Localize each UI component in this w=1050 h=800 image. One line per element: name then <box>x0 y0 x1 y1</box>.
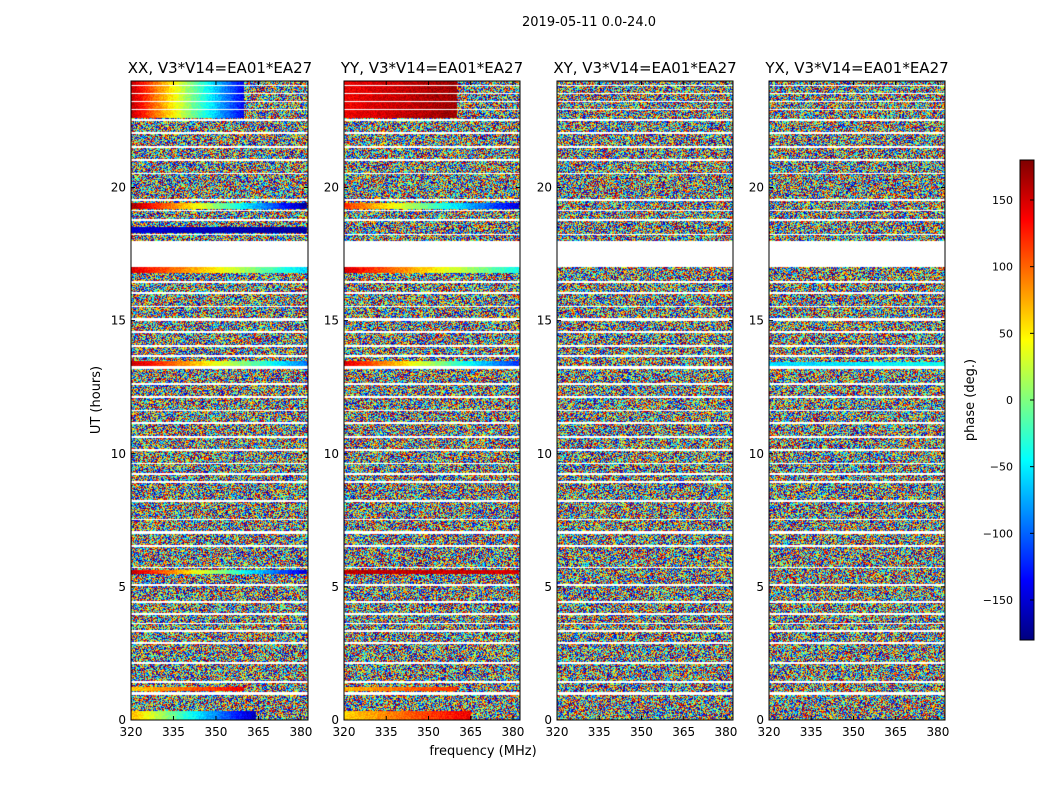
y-tick-label: 10 <box>111 447 126 461</box>
y-tick-label: 15 <box>111 314 126 328</box>
y-tick-label: 15 <box>537 314 552 328</box>
y-tick-label: 15 <box>749 314 764 328</box>
y-tick-label: 20 <box>111 181 126 195</box>
colorbar-tick-label: 100 <box>992 261 1013 274</box>
y-tick-label: 15 <box>324 314 339 328</box>
x-tick-label: 365 <box>459 725 482 739</box>
x-tick-label: 380 <box>715 725 738 739</box>
panel-yy: YY, V3*V14=EA01*EA27 320 335 350 365 380 0 5 1… <box>324 59 525 739</box>
y-tick-label: 0 <box>118 713 126 727</box>
x-tick-label: 350 <box>417 725 440 739</box>
y-ticks: 0 5 10 15 20 <box>537 181 733 727</box>
y-ticks: 0 5 10 15 20 <box>749 181 945 727</box>
y-tick-label: 5 <box>756 580 764 594</box>
y-tick-label: 5 <box>331 580 339 594</box>
colorbar-tick-label: 0 <box>1006 394 1013 407</box>
x-tick-label: 365 <box>884 725 907 739</box>
colorbar-tick-label: −150 <box>983 594 1013 607</box>
panel-yx: YX, V3*V14=EA01*EA27 320 335 350 365 380 0 5 1… <box>749 59 950 739</box>
panel-title: YY, V3*V14=EA01*EA27 <box>340 59 523 77</box>
x-ticks: 320 335 350 365 380 <box>120 81 312 739</box>
x-tick-label: 350 <box>205 725 228 739</box>
x-tick-label: 380 <box>927 725 950 739</box>
colorbar: 150 100 50 0 −50 −100 −150 phase (deg.) <box>963 159 1035 641</box>
y-ticks: 0 5 10 15 20 <box>324 181 520 727</box>
phase-image <box>769 81 945 720</box>
panel-xx: XX, V3*V14=EA01*EA27 320 335 350 365 380 0 5 1… <box>111 59 313 739</box>
y-axis-label: UT (hours) <box>89 366 104 434</box>
y-tick-label: 20 <box>537 181 552 195</box>
y-tick-label: 20 <box>749 181 764 195</box>
plot-frame <box>130 80 309 721</box>
x-tick-label: 320 <box>546 725 569 739</box>
colorbar-tick-label: −100 <box>983 527 1013 540</box>
panel-xy: XY, V3*V14=EA01*EA27 320 335 350 365 380 0 5 1… <box>537 59 738 739</box>
x-ticks: 320 335 350 365 380 <box>758 81 950 739</box>
phase-image <box>557 81 733 720</box>
x-tick-label: 365 <box>247 725 270 739</box>
x-tick-label: 380 <box>502 725 525 739</box>
y-tick-label: 10 <box>749 447 764 461</box>
figure-suptitle: 2019-05-11 0.0-24.0 <box>522 15 656 30</box>
x-tick-label: 335 <box>375 725 398 739</box>
x-ticks: 320 335 350 365 380 <box>546 81 738 739</box>
x-tick-label: 320 <box>758 725 781 739</box>
x-tick-label: 335 <box>162 725 185 739</box>
y-tick-label: 10 <box>537 447 552 461</box>
y-tick-label: 5 <box>118 580 126 594</box>
colorbar-tick-label: −50 <box>990 461 1013 474</box>
plot-frame <box>343 80 521 721</box>
colorbar-tick-label: 150 <box>992 194 1013 207</box>
x-ticks: 320 335 350 365 380 <box>333 81 525 739</box>
panel-title: YX, V3*V14=EA01*EA27 <box>764 59 948 77</box>
colorbar-ticks: 150 100 50 0 −50 −100 −150 <box>983 194 1034 607</box>
x-tick-label: 365 <box>672 725 695 739</box>
y-tick-label: 0 <box>331 713 339 727</box>
phase-image <box>344 81 520 720</box>
y-ticks: 0 5 10 15 20 <box>111 181 308 727</box>
colorbar-tick-label: 50 <box>999 327 1013 340</box>
plot-frame <box>556 80 734 721</box>
x-tick-label: 335 <box>588 725 611 739</box>
y-tick-label: 10 <box>324 447 339 461</box>
x-tick-label: 380 <box>289 725 312 739</box>
plot-frame <box>768 80 946 721</box>
y-tick-label: 0 <box>544 713 552 727</box>
y-tick-label: 20 <box>324 181 339 195</box>
x-tick-label: 335 <box>800 725 823 739</box>
panel-title: XX, V3*V14=EA01*EA27 <box>128 59 312 77</box>
x-axis-label: frequency (MHz) <box>429 744 536 759</box>
y-tick-label: 5 <box>544 580 552 594</box>
colorbar-label: phase (deg.) <box>963 359 978 441</box>
y-tick-label: 0 <box>756 713 764 727</box>
x-tick-label: 350 <box>842 725 865 739</box>
phase-image <box>131 81 308 720</box>
x-tick-label: 350 <box>630 725 653 739</box>
x-tick-label: 320 <box>120 725 143 739</box>
x-tick-label: 320 <box>333 725 356 739</box>
panel-title: XY, V3*V14=EA01*EA27 <box>553 59 736 77</box>
